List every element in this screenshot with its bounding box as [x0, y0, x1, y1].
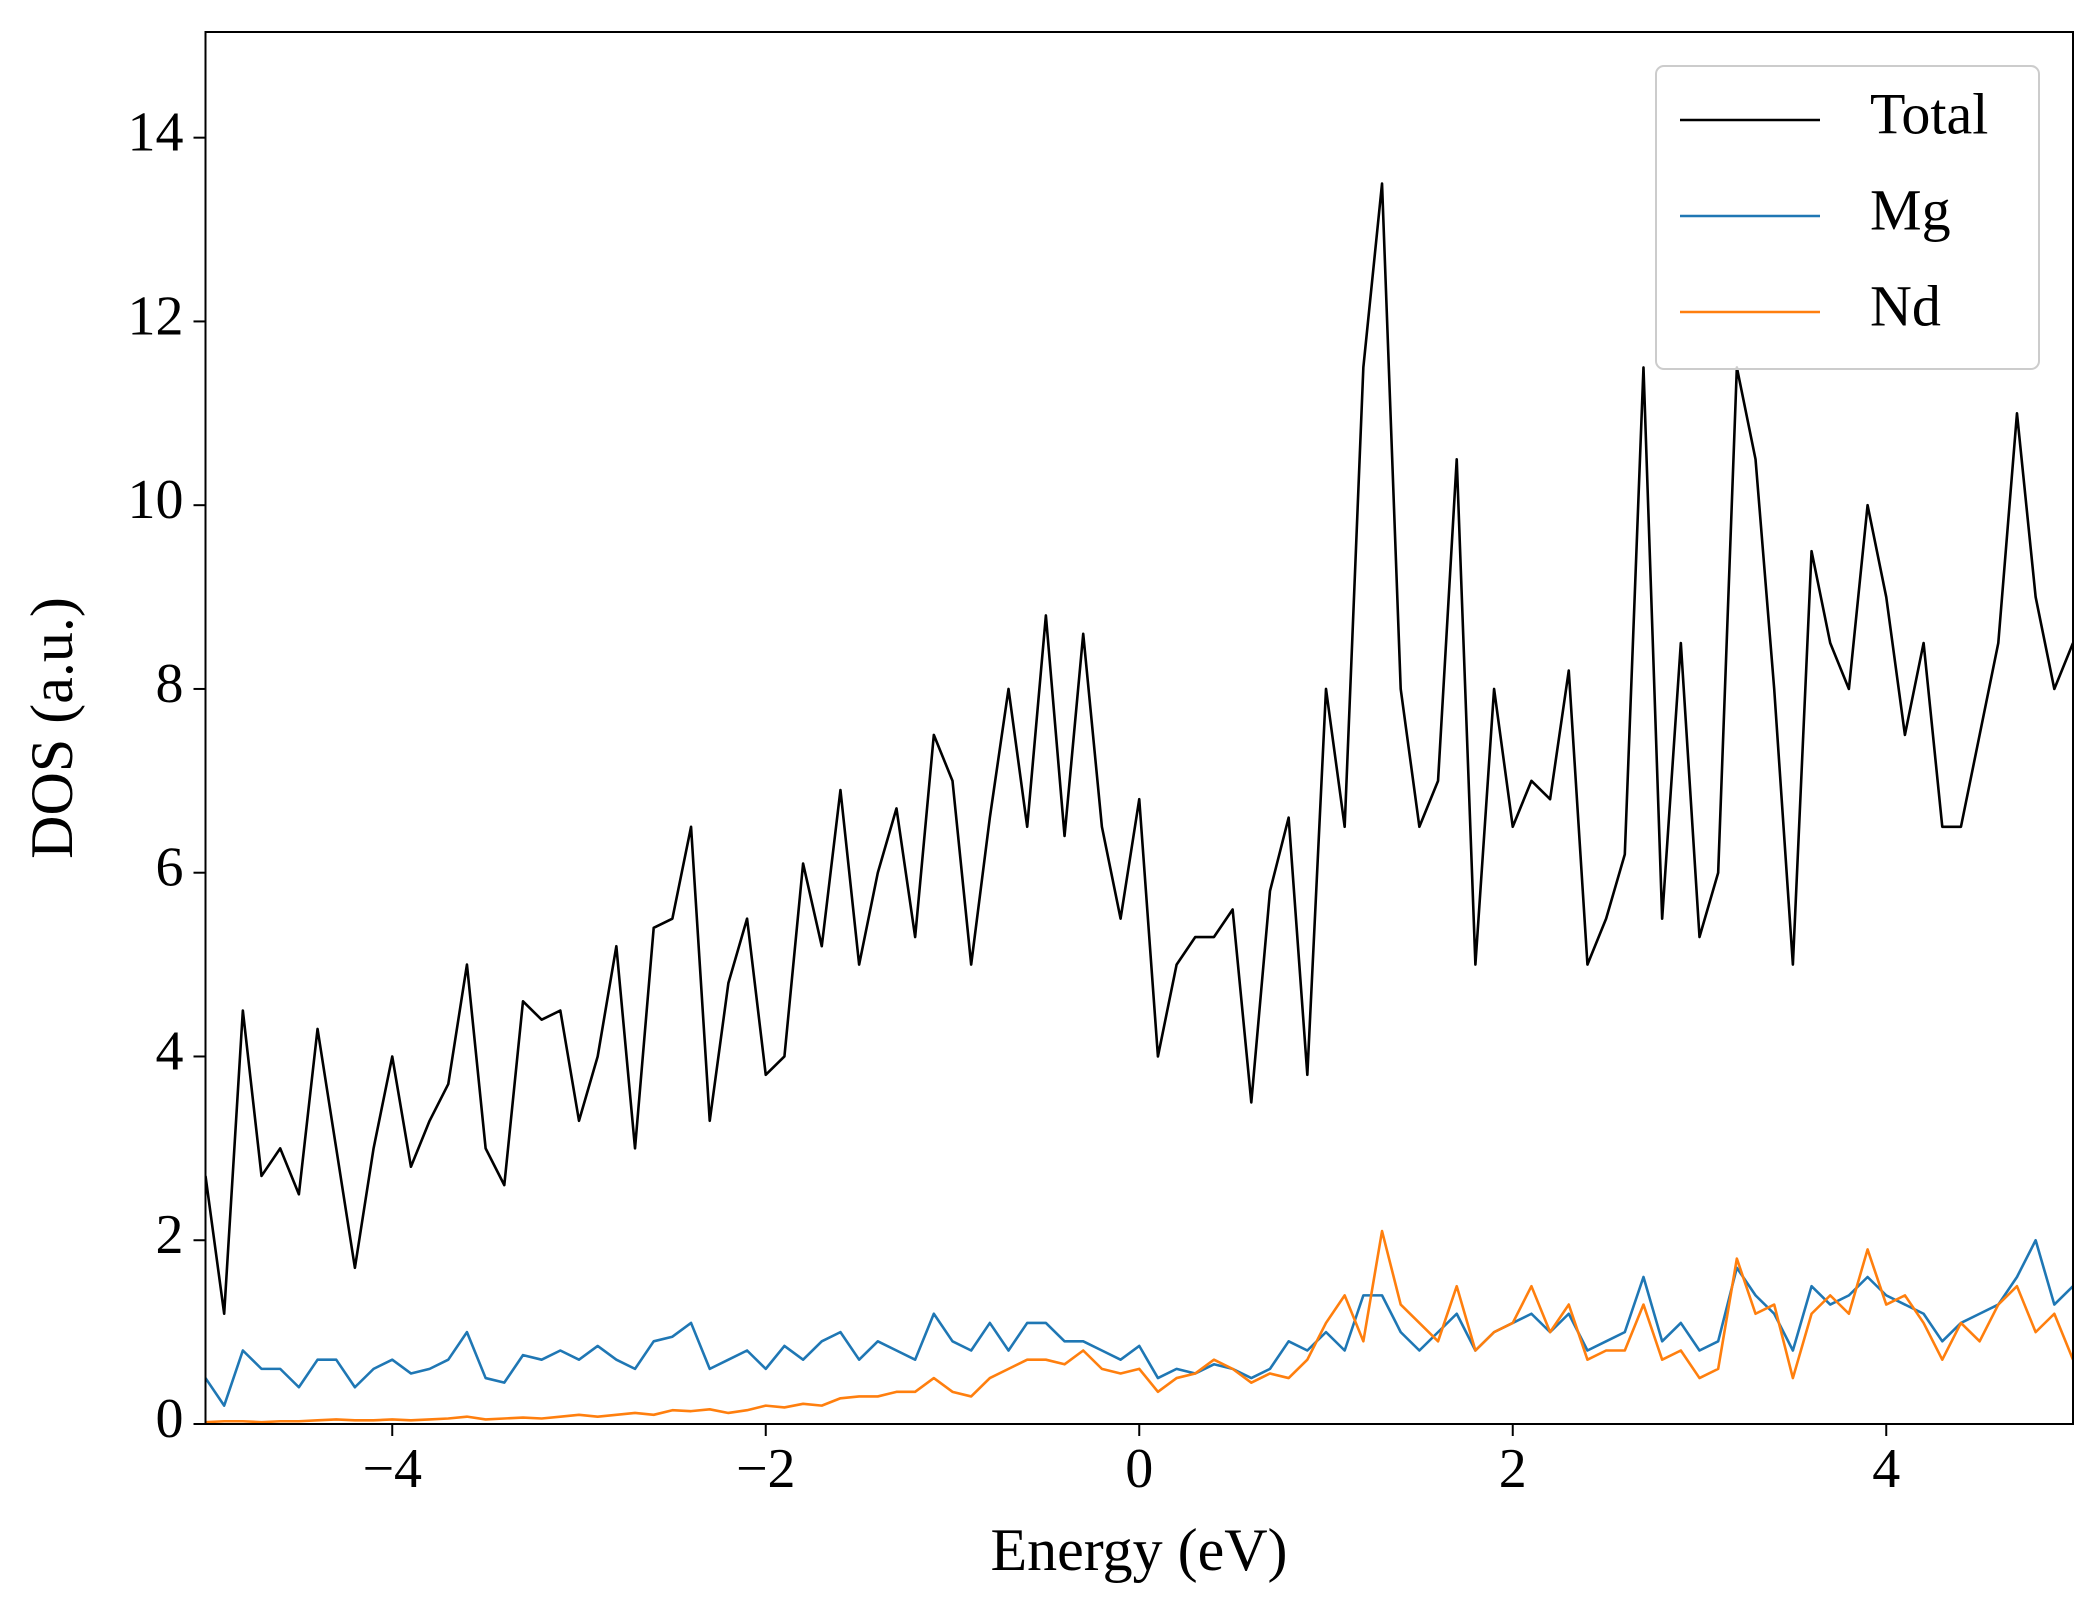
y-tick-label: 12: [128, 285, 184, 347]
legend-label: Mg: [1870, 177, 1951, 242]
x-tick-label: −4: [362, 1438, 422, 1500]
legend-box: [1655, 65, 2040, 370]
legend-label: Nd: [1870, 273, 1941, 338]
x-tick-label: 4: [1872, 1438, 1900, 1500]
y-tick-label: 2: [156, 1204, 184, 1266]
legend-label: Total: [1870, 81, 1988, 146]
x-tick-label: 0: [1125, 1438, 1153, 1500]
y-axis-label: DOS (a.u.): [19, 597, 85, 859]
x-tick-label: −2: [736, 1438, 796, 1500]
series-line: [205, 182, 2073, 1316]
y-tick-label: 0: [156, 1388, 184, 1450]
y-tick-label: 6: [156, 837, 184, 899]
x-axis-label: Energy (eV): [990, 1517, 1287, 1583]
y-tick-label: 14: [128, 102, 184, 164]
x-tick-label: 2: [1499, 1438, 1527, 1500]
axes-frame: [204, 31, 2074, 1425]
plot-area: [205, 182, 2073, 1424]
series-line: [205, 1238, 2073, 1407]
y-tick-label: 10: [128, 469, 184, 531]
series-line: [205, 1229, 2073, 1424]
y-tick-label: 8: [156, 653, 184, 715]
y-tick-label: 4: [156, 1020, 184, 1082]
